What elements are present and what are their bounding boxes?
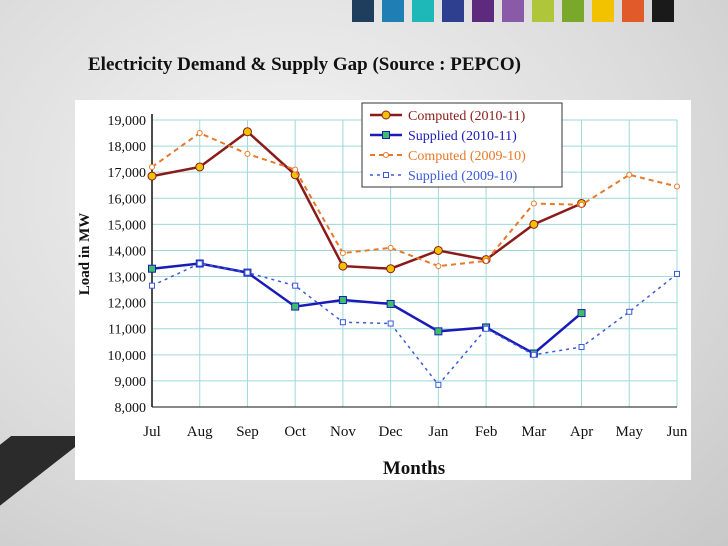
chart-legend: Computed (2010-11) Supplied (2010-11) Comp…: [361, 102, 563, 188]
data-point: [578, 201, 585, 208]
x-axis-label: Months: [383, 458, 445, 479]
data-point: [530, 351, 537, 358]
y-tick-label: 8,000: [115, 401, 147, 416]
data-point: [435, 263, 442, 270]
swatch-2: [412, 0, 434, 22]
legend-marker: [381, 110, 391, 120]
y-tick-label: 11,000: [108, 323, 146, 338]
legend-marker: [383, 152, 389, 158]
data-point: [387, 244, 394, 251]
y-tick-label: 16,000: [108, 192, 147, 207]
swatch-4: [472, 0, 494, 22]
swatch-6: [532, 0, 554, 22]
legend-marker: [382, 131, 390, 139]
data-point: [386, 264, 396, 274]
y-tick-label: 19,000: [108, 114, 147, 129]
data-point: [338, 296, 347, 305]
data-point: [148, 264, 156, 273]
x-tick-label: May: [616, 424, 644, 440]
data-point: [291, 302, 300, 311]
legend-label: Computed (2009-10): [408, 149, 526, 164]
chart-axes: 8,000 9,000 10,000 11,000 12,000 13,000 14,000…: [108, 114, 688, 440]
color-swatch-bar: [0, 0, 728, 22]
data-point: [339, 250, 346, 257]
series-line-3: [151, 262, 678, 386]
x-tick-label: Aug: [187, 424, 213, 440]
data-point: [292, 282, 299, 289]
legend-marker: [383, 172, 389, 178]
data-point: [529, 219, 539, 229]
legend-label: Supplied (2010-11): [408, 129, 517, 144]
y-tick-label: 10,000: [108, 349, 147, 364]
series-layer: [147, 127, 680, 388]
data-point: [292, 166, 299, 173]
data-point: [626, 308, 633, 315]
x-tick-label: Oct: [284, 424, 306, 440]
swatch-9: [622, 0, 644, 22]
y-tick-label: 13,000: [108, 271, 147, 286]
y-tick-label: 9,000: [115, 375, 147, 390]
data-point: [244, 269, 251, 276]
swatch-1: [382, 0, 404, 22]
swatch-10: [652, 0, 674, 22]
x-tick-label: Jan: [428, 424, 448, 440]
legend-label: Supplied (2009-10): [408, 169, 518, 184]
x-tick-label: Dec: [379, 424, 403, 440]
y-tick-label: 14,000: [108, 244, 147, 259]
swatch-8: [592, 0, 614, 22]
data-point: [577, 309, 586, 318]
data-point: [149, 163, 155, 170]
y-tick-label: 17,000: [108, 166, 147, 181]
x-tick-label: Mar: [521, 424, 546, 440]
data-point: [434, 327, 443, 336]
data-point: [578, 343, 585, 350]
data-point: [196, 260, 203, 267]
series-line-0: [151, 130, 583, 270]
data-point: [435, 381, 442, 388]
swatch-3: [442, 0, 464, 22]
data-point: [149, 282, 155, 289]
data-point: [483, 257, 490, 264]
legend-label: Computed (2010-11): [408, 109, 526, 124]
data-point: [338, 261, 348, 271]
data-point: [674, 183, 680, 190]
x-tick-label: Apr: [570, 424, 593, 440]
x-tick-label: Nov: [330, 424, 356, 440]
data-point: [530, 200, 537, 207]
series-line-1: [151, 262, 583, 356]
y-axis-label: Load in MW: [77, 213, 93, 296]
swatch-0: [352, 0, 374, 22]
data-point: [244, 150, 251, 157]
data-point: [483, 325, 490, 332]
y-tick-label: 15,000: [108, 218, 147, 233]
y-tick-label: 12,000: [108, 297, 147, 312]
data-point: [433, 245, 443, 255]
x-tick-label: Jul: [143, 424, 161, 440]
swatch-5: [502, 0, 524, 22]
data-point: [674, 270, 680, 277]
line-chart: 8,000 9,000 10,000 11,000 12,000 13,000 14,000…: [77, 102, 688, 479]
data-point: [626, 171, 633, 178]
data-point: [196, 130, 203, 137]
x-tick-label: Sep: [236, 424, 258, 440]
data-point: [147, 171, 157, 181]
data-point: [339, 319, 346, 326]
data-point: [195, 162, 205, 172]
series-line-2: [151, 131, 678, 268]
data-point: [242, 127, 252, 137]
data-point: [386, 299, 395, 308]
slide-title: Electricity Demand & Supply Gap (Source …: [88, 54, 521, 75]
x-tick-label: Feb: [475, 424, 498, 440]
x-tick-label: Jun: [667, 424, 688, 440]
data-point: [387, 320, 394, 327]
y-tick-label: 18,000: [108, 140, 147, 155]
legend-box: [361, 102, 563, 188]
chart-panel: 8,000 9,000 10,000 11,000 12,000 13,000 14,000…: [75, 100, 691, 480]
swatch-7: [562, 0, 584, 22]
